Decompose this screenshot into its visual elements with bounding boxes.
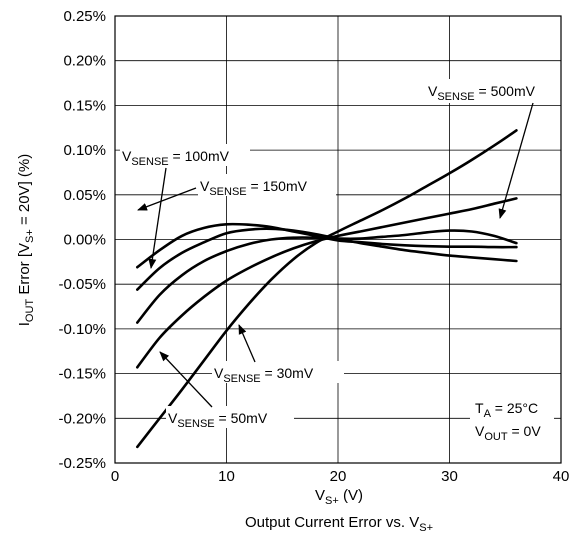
y-tick-label: 0.25% xyxy=(63,8,106,25)
x-tick-label: 40 xyxy=(553,468,570,485)
annotation-100mv: VSENSE = 100mV xyxy=(120,144,250,269)
svg-text:VSENSE = 500mV: VSENSE = 500mV xyxy=(428,83,536,103)
y-tick-label: -0.20% xyxy=(58,410,106,427)
annotation-150mv: VSENSE = 150mV xyxy=(137,174,336,211)
x-tick-label: 30 xyxy=(441,468,458,485)
y-tick-labels: 0.25% 0.20% 0.15% 0.10% 0.05% 0.00% -0.05% -0.1… xyxy=(58,8,106,472)
y-tick-label: 0.00% xyxy=(63,232,106,249)
y-tick-label: 0.15% xyxy=(63,97,106,114)
svg-text:VSENSE = 150mV: VSENSE = 150mV xyxy=(200,178,308,198)
x-tick-label: 20 xyxy=(330,468,347,485)
series-line-2 xyxy=(136,229,518,324)
svg-text:VSENSE = 30mV: VSENSE = 30mV xyxy=(214,365,314,385)
y-axis-label: IOUT Error [VS+ = 20V] (%) xyxy=(16,154,36,326)
series-lines xyxy=(136,129,518,449)
arrow-100mv xyxy=(148,167,167,269)
y-tick-label: 0.20% xyxy=(63,53,106,70)
y-tick-label: -0.10% xyxy=(58,321,106,338)
x-tick-label: 10 xyxy=(218,468,235,485)
annotation-30mv: VSENSE = 30mV xyxy=(212,324,344,385)
y-tick-label: -0.15% xyxy=(58,366,106,383)
arrow-30mv xyxy=(238,324,256,363)
conditions-note: TA = 25°C VOUT = 0V xyxy=(470,393,554,445)
y-tick-label: 0.10% xyxy=(63,142,106,159)
y-tick-label: 0.05% xyxy=(63,187,106,204)
annotation-500mv: VSENSE = 500mV xyxy=(424,79,560,219)
arrow-150mv xyxy=(137,187,197,211)
series-line-4 xyxy=(136,129,518,449)
x-axis-label: VS+ (V) xyxy=(315,487,363,507)
arrow-500mv xyxy=(498,102,534,219)
arrow-50mv xyxy=(159,351,213,408)
chart-title: Output Current Error vs. VS+ xyxy=(245,514,433,534)
y-tick-label: -0.05% xyxy=(58,276,106,293)
y-tick-label: -0.25% xyxy=(58,455,106,472)
plot-frame xyxy=(114,15,562,464)
x-tick-label: 0 xyxy=(111,468,119,485)
svg-text:VSENSE = 100mV: VSENSE = 100mV xyxy=(122,148,230,168)
series-line-3 xyxy=(136,197,518,369)
vout-condition: VOUT = 0V xyxy=(475,423,541,443)
ta-condition: TA = 25°C xyxy=(475,400,538,420)
svg-text:VSENSE = 50mV: VSENSE = 50mV xyxy=(168,410,268,430)
annotation-50mv: VSENSE = 50mV xyxy=(159,351,294,430)
x-tick-labels: 0 10 20 30 40 xyxy=(111,468,570,485)
